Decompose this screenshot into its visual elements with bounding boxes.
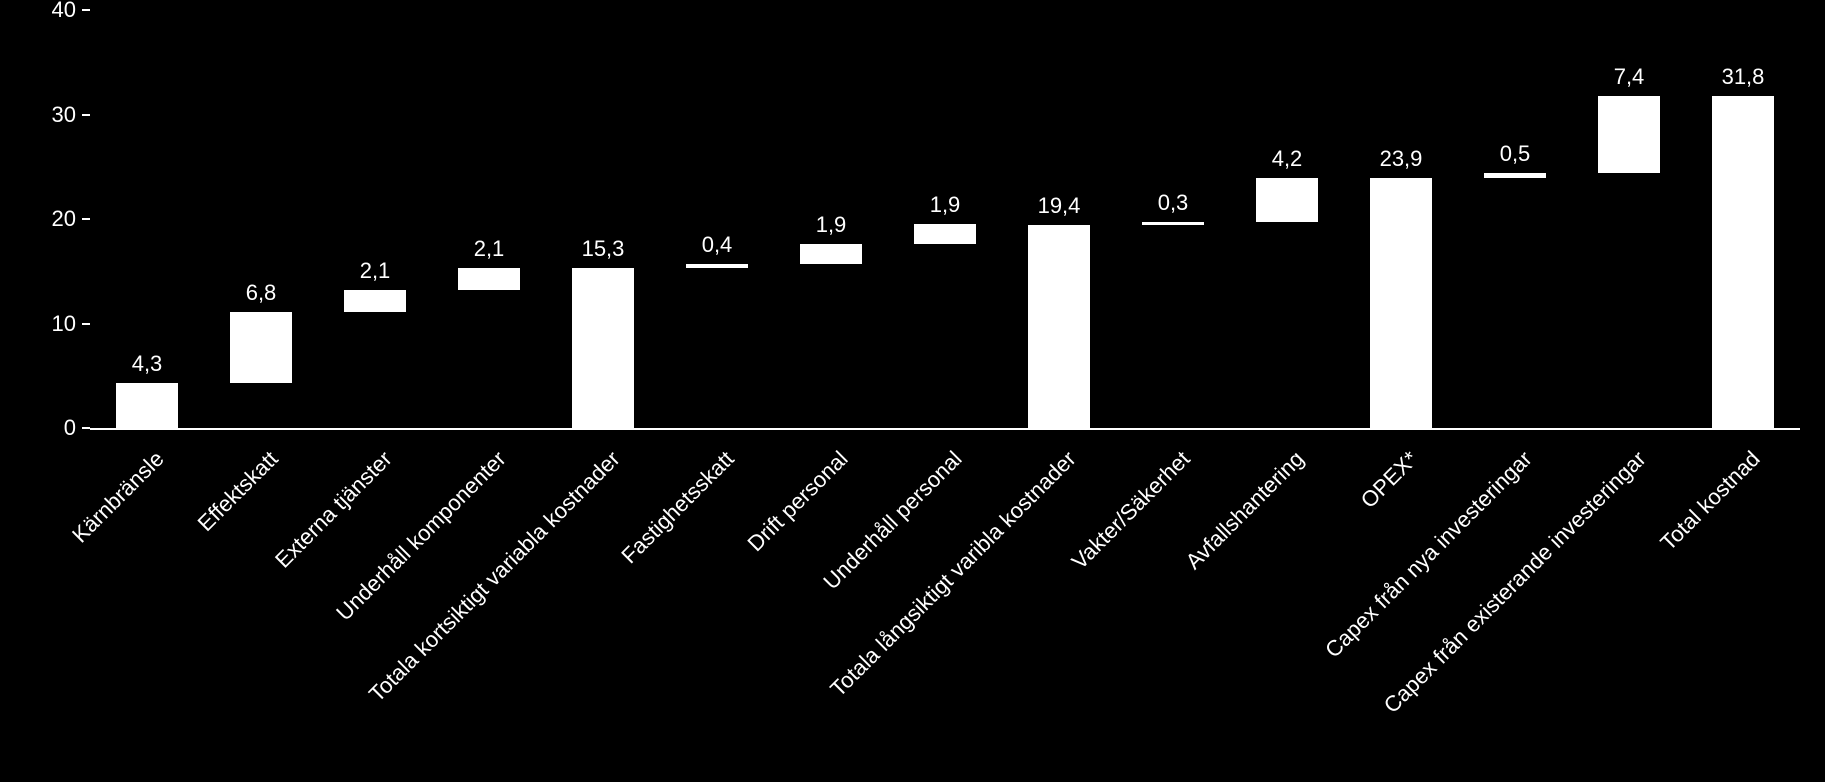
category-label: Kärnbränsle [67, 446, 169, 548]
bar-value-label: 6,8 [246, 280, 277, 306]
bar-value-label: 7,4 [1614, 64, 1645, 90]
category-label: Capex från existerande investeringar [1379, 446, 1652, 719]
delta-bar [344, 290, 407, 312]
category-label: Externa tjänster [270, 446, 397, 573]
bar-value-label: 4,2 [1272, 146, 1303, 172]
category-label: Capex från nya investeringar [1320, 446, 1537, 663]
delta-bar [230, 312, 293, 383]
bar-value-label: 1,9 [816, 212, 847, 238]
total-bar [572, 268, 635, 428]
bar-value-label: 0,3 [1158, 190, 1189, 216]
plot-area: 0102030404,3Kärnbränsle6,8Effektskatt2,1… [90, 10, 1800, 430]
delta-bar [686, 264, 749, 268]
category-label: Total kostnad [1655, 446, 1765, 556]
delta-bar [1256, 178, 1319, 222]
y-tick-label: 40 [52, 0, 90, 23]
y-tick-label: 20 [52, 206, 90, 232]
cost-waterfall-chart: 0102030404,3Kärnbränsle6,8Effektskatt2,1… [60, 10, 1800, 460]
bar-value-label: 0,4 [702, 232, 733, 258]
category-label: Vakter/Säkerhet [1067, 446, 1196, 575]
total-bar [1370, 178, 1433, 428]
bar-value-label: 2,1 [474, 236, 505, 262]
bar-value-label: 0,5 [1500, 141, 1531, 167]
bar-value-label: 4,3 [132, 351, 163, 377]
y-tick-label: 0 [64, 415, 90, 441]
category-label: Effektskatt [193, 446, 284, 537]
bar-value-label: 23,9 [1380, 146, 1423, 172]
y-tick-label: 30 [52, 102, 90, 128]
bar-value-label: 19,4 [1038, 193, 1081, 219]
category-label: Totala långsiktigt varibla kostnader [825, 446, 1081, 702]
category-label: Avfallshantering [1181, 446, 1310, 575]
category-label: Drift personal [742, 446, 853, 557]
bar-value-label: 31,8 [1722, 64, 1765, 90]
bar-value-label: 15,3 [582, 236, 625, 262]
bar-value-label: 2,1 [360, 258, 391, 284]
delta-bar [116, 383, 179, 428]
delta-bar [914, 224, 977, 244]
bar-value-label: 1,9 [930, 192, 961, 218]
category-label: OPEX* [1356, 446, 1424, 514]
y-tick-label: 10 [52, 311, 90, 337]
category-label: Totala kortsiktigt variabla kostnader [364, 446, 625, 707]
delta-bar [1142, 222, 1205, 225]
total-bar [1712, 96, 1775, 428]
delta-bar [800, 244, 863, 264]
delta-bar [1484, 173, 1547, 178]
category-label: Fastighetsskatt [616, 446, 739, 569]
total-bar [1028, 225, 1091, 428]
delta-bar [1598, 96, 1661, 173]
delta-bar [458, 268, 521, 290]
